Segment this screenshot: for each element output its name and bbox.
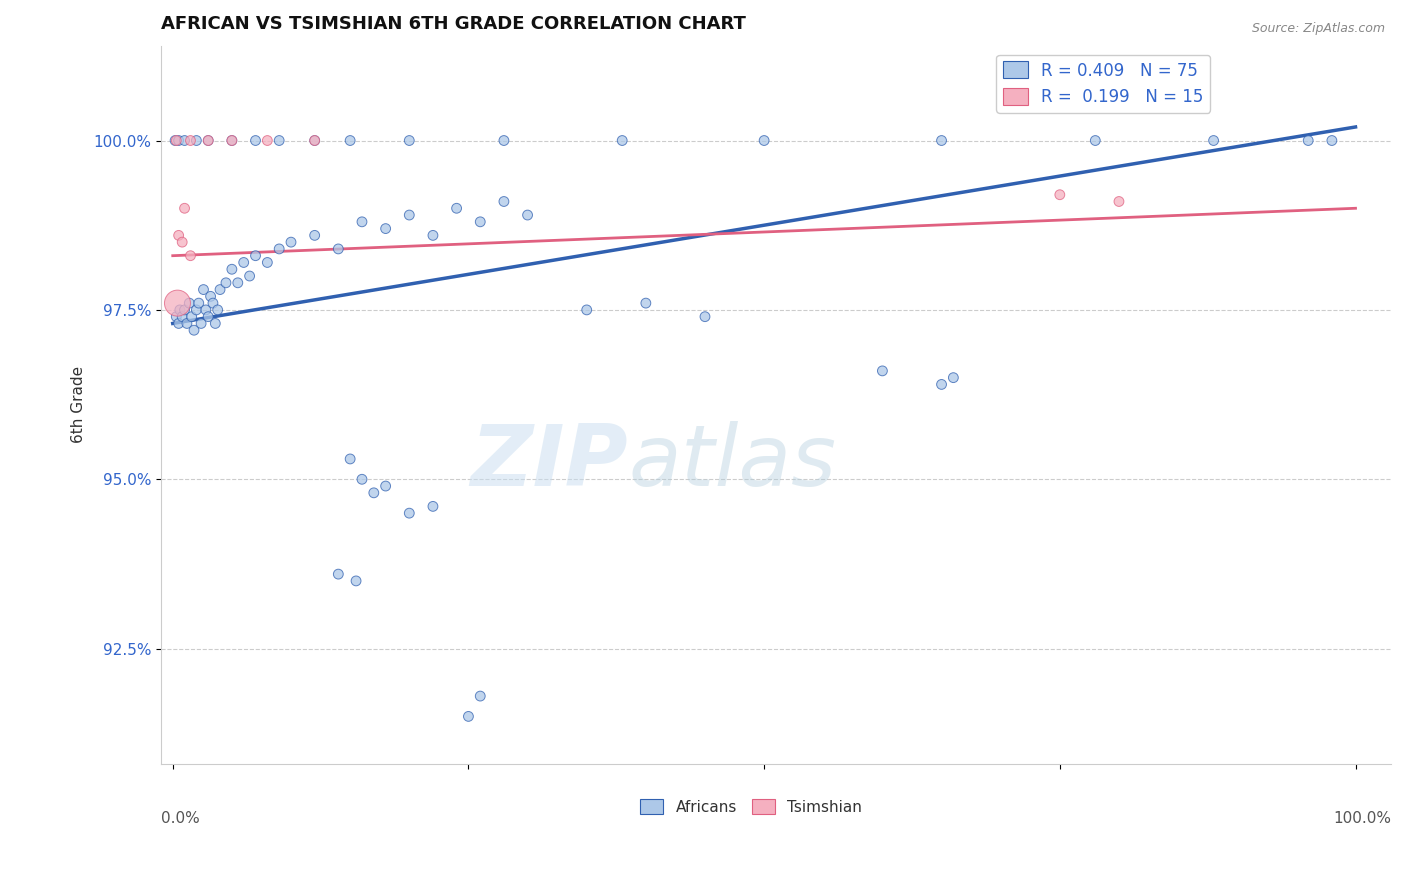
Point	[226, 276, 249, 290]
Point	[172, 310, 194, 324]
Point	[1296, 134, 1319, 148]
Point	[1202, 134, 1225, 148]
Point	[1320, 134, 1343, 148]
Point	[201, 296, 224, 310]
Point	[374, 221, 396, 235]
Text: Source: ZipAtlas.com: Source: ZipAtlas.com	[1251, 22, 1385, 36]
Point	[398, 208, 420, 222]
Text: ZIP: ZIP	[471, 421, 628, 504]
Point	[167, 317, 190, 331]
Point	[328, 567, 350, 582]
Point	[173, 302, 195, 317]
Point	[167, 228, 190, 243]
Point	[304, 134, 326, 148]
Point	[942, 370, 965, 384]
Point	[575, 302, 598, 317]
Point	[193, 283, 215, 297]
Point	[350, 472, 373, 486]
Text: 100.0%: 100.0%	[1333, 811, 1391, 825]
Point	[197, 310, 219, 324]
Point	[872, 364, 894, 378]
Point	[457, 709, 479, 723]
Point	[165, 134, 187, 148]
Point	[173, 201, 195, 215]
Point	[232, 255, 254, 269]
Point	[197, 134, 219, 148]
Text: AFRICAN VS TSIMSHIAN 6TH GRADE CORRELATION CHART: AFRICAN VS TSIMSHIAN 6TH GRADE CORRELATI…	[160, 15, 745, 33]
Point	[187, 296, 209, 310]
Point	[207, 302, 229, 317]
Text: atlas: atlas	[628, 421, 837, 504]
Point	[339, 452, 361, 467]
Text: 0.0%: 0.0%	[160, 811, 200, 825]
Point	[446, 201, 468, 215]
Point	[173, 134, 195, 148]
Point	[398, 134, 420, 148]
Point	[344, 574, 367, 588]
Point	[179, 296, 201, 310]
Point	[931, 377, 953, 392]
Point	[516, 208, 538, 222]
Point	[176, 317, 198, 331]
Point	[239, 268, 262, 283]
Point	[339, 134, 361, 148]
Point	[179, 134, 201, 148]
Point	[422, 500, 444, 514]
Point	[492, 134, 515, 148]
Point	[221, 262, 243, 277]
Point	[470, 689, 492, 703]
Y-axis label: 6th Grade: 6th Grade	[72, 367, 86, 443]
Point	[200, 289, 222, 303]
Point	[470, 215, 492, 229]
Point	[183, 323, 205, 337]
Point	[215, 276, 238, 290]
Point	[180, 310, 202, 324]
Point	[269, 242, 291, 256]
Point	[245, 249, 267, 263]
Point	[1049, 187, 1071, 202]
Point	[169, 302, 191, 317]
Point	[1084, 134, 1107, 148]
Point	[304, 228, 326, 243]
Point	[363, 485, 385, 500]
Point	[398, 506, 420, 520]
Point	[280, 235, 302, 249]
Point	[422, 228, 444, 243]
Point	[304, 134, 326, 148]
Point	[186, 134, 208, 148]
Point	[204, 317, 226, 331]
Point	[197, 134, 219, 148]
Point	[350, 215, 373, 229]
Point	[269, 134, 291, 148]
Point	[186, 302, 208, 317]
Point	[166, 296, 188, 310]
Point	[492, 194, 515, 209]
Point	[221, 134, 243, 148]
Legend: Africans, Tsimshian: Africans, Tsimshian	[634, 793, 869, 821]
Point	[752, 134, 775, 148]
Point	[245, 134, 267, 148]
Point	[209, 283, 232, 297]
Point	[256, 134, 278, 148]
Point	[612, 134, 634, 148]
Point	[165, 134, 187, 148]
Point	[328, 242, 350, 256]
Point	[221, 134, 243, 148]
Point	[190, 317, 212, 331]
Point	[634, 296, 657, 310]
Point	[256, 255, 278, 269]
Point	[1108, 194, 1130, 209]
Point	[194, 302, 217, 317]
Point	[931, 134, 953, 148]
Point	[374, 479, 396, 493]
Point	[167, 134, 190, 148]
Point	[179, 249, 201, 263]
Point	[693, 310, 716, 324]
Point	[172, 235, 194, 249]
Point	[165, 310, 187, 324]
